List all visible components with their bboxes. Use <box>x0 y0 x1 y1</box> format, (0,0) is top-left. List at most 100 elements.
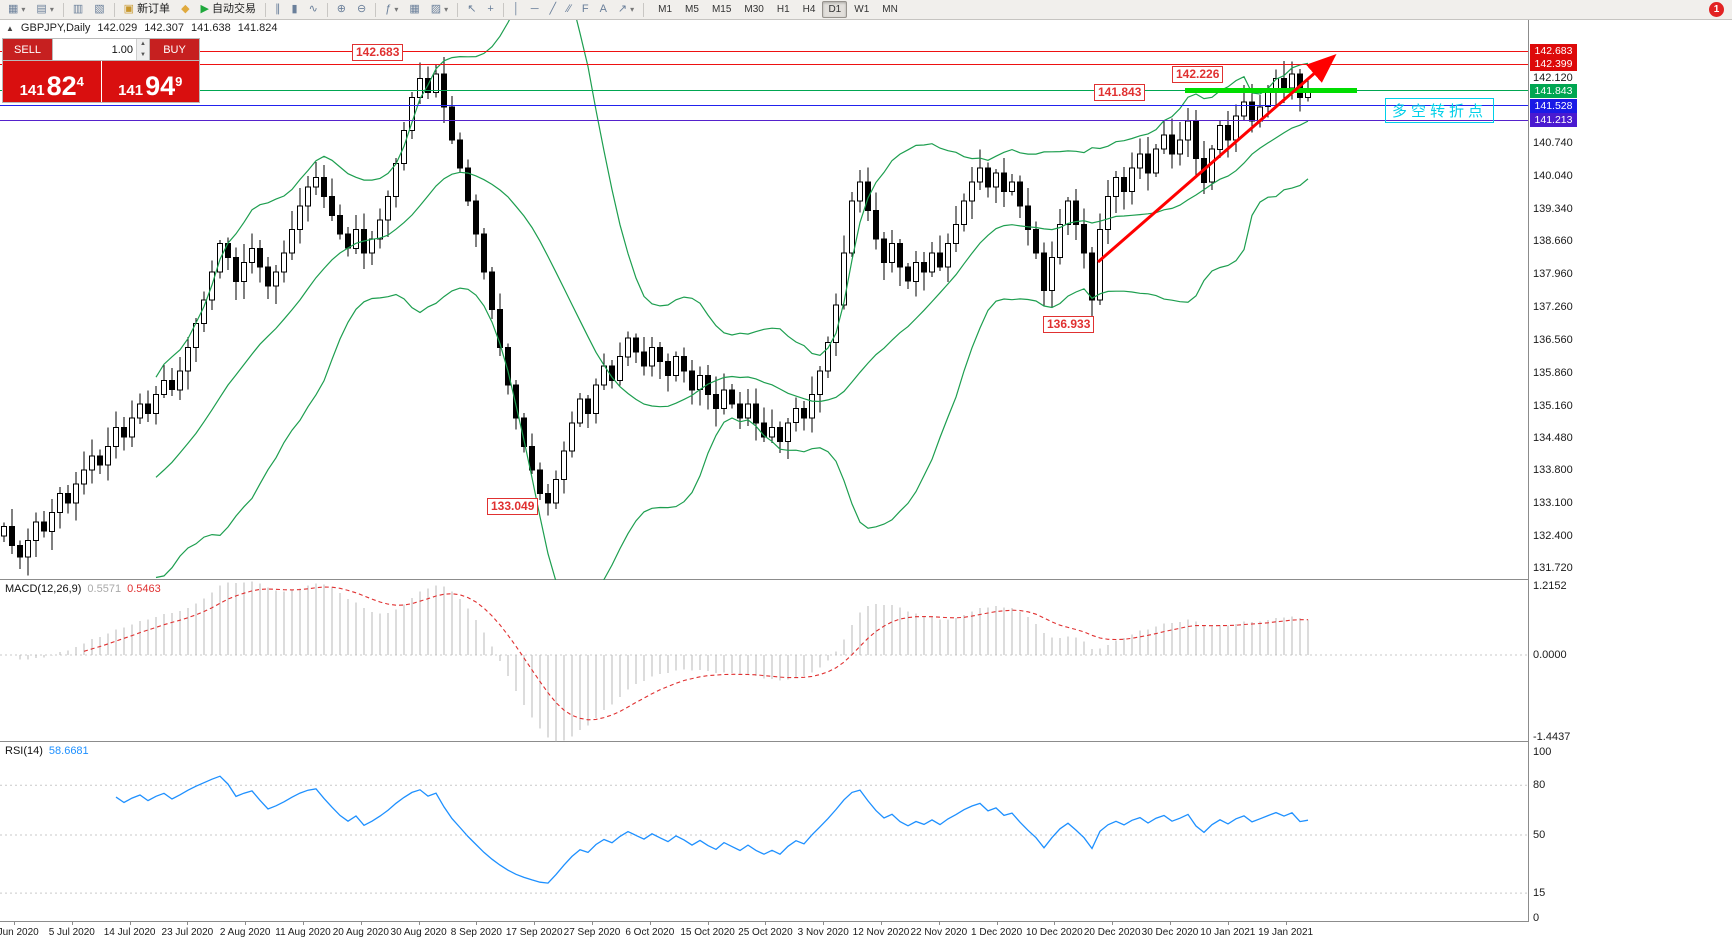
metaeditor-button[interactable]: ◆ <box>176 1 194 18</box>
buy-button[interactable]: BUY <box>150 39 199 60</box>
date-tick <box>592 922 593 925</box>
horizontal-level-line[interactable] <box>0 63 1528 65</box>
date-axis-label: 2 Aug 2020 <box>219 927 271 938</box>
autotrading-button[interactable]: ▶ 自动交易 <box>196 1 261 18</box>
date-axis[interactable]: 5 Jun 2020 5 Jul 2020 14 Jul 2020 23 Jul 20… <box>0 922 1580 942</box>
crosshair-button[interactable]: + <box>482 1 498 18</box>
new-chart-button[interactable]: ▦ ▾ <box>3 1 30 18</box>
macd-scale-label: -1.4437 <box>1533 731 1571 743</box>
timeframe-button-h1[interactable]: H1 <box>776 4 790 15</box>
date-tick <box>1285 922 1287 925</box>
candlestick-chart-button[interactable]: ▮ <box>287 1 303 18</box>
horizontal-level-line[interactable] <box>0 119 1528 121</box>
rsi-panel[interactable]: RSI(14) 58.6681 <box>0 742 1528 922</box>
bar-chart-icon: ∥ <box>275 3 281 15</box>
timeframe-button-w1[interactable]: W1 <box>854 4 870 15</box>
data-window-button[interactable]: ▧ <box>89 1 109 18</box>
volume-input[interactable]: 1.00 ▲ ▼ <box>52 39 150 60</box>
volume-increase-button[interactable]: ▲ <box>137 39 149 50</box>
date-axis-label: 10 Dec 2020 <box>1026 927 1083 938</box>
price-callout[interactable]: 142.683 <box>352 44 404 61</box>
thick-support-line[interactable] <box>1185 87 1357 93</box>
sell-button[interactable]: SELL <box>3 39 52 60</box>
rsi-scale-label: 100 <box>1533 746 1552 758</box>
indicators-button[interactable]: ƒ ▾ <box>380 1 403 18</box>
date-tick <box>938 922 940 925</box>
grid-button[interactable]: ▦ <box>404 1 424 18</box>
macd-signal-value: 0.5463 <box>127 583 161 595</box>
timeframe-toolbar: M1 M5 M15 M30 H1 H4 D1 W1 MN <box>652 1 904 18</box>
chevron-down-icon: ▾ <box>444 4 449 14</box>
timeframe-button-mn[interactable]: MN <box>882 4 898 15</box>
date-axis-label: 8 Sep 2020 <box>450 927 502 938</box>
zoom-in-icon: ⊕ <box>336 3 346 15</box>
sell-price-button[interactable]: 141 82 4 <box>3 61 101 102</box>
turning-point-note[interactable]: 多空转折点 <box>1385 98 1495 123</box>
macd-scale-label: 1.2152 <box>1533 580 1567 592</box>
price-axis[interactable]: 142.120 140.740 140.040 139.340 138.660 137.9… <box>1528 20 1732 924</box>
horizontal-line-icon: ─ <box>530 3 539 15</box>
date-axis-label: 11 Aug 2020 <box>275 927 331 938</box>
volume-decrease-button[interactable]: ▼ <box>137 49 149 60</box>
text-button[interactable]: A <box>595 1 612 18</box>
close-value: 141.824 <box>237 22 278 34</box>
autotrading-icon: ▶ <box>200 3 209 15</box>
timeframe-button-d1[interactable]: D1 <box>822 1 848 18</box>
new-order-button[interactable]: ▣ 新订单 <box>119 1 175 18</box>
symbol-period-label: GBPJPY,Daily <box>20 22 91 34</box>
price-callout[interactable]: 133.049 <box>487 498 539 515</box>
timeframe-button-h4[interactable]: H4 <box>802 4 816 15</box>
horizontal-line-button[interactable]: ─ <box>526 1 544 18</box>
price-axis-label: 135.860 <box>1533 366 1573 379</box>
price-callout[interactable]: 142.226 <box>1172 66 1224 83</box>
price-axis-label: 133.100 <box>1533 496 1573 509</box>
date-tick <box>996 922 998 925</box>
timeframe-button-m30[interactable]: M30 <box>744 4 764 15</box>
volume-value[interactable]: 1.00 <box>111 43 133 56</box>
timeframe-button-m15[interactable]: M15 <box>711 4 732 15</box>
notification-badge[interactable]: 1 <box>1709 2 1724 17</box>
macd-panel[interactable]: MACD(12,26,9) 0.5571 0.5463 <box>0 580 1528 742</box>
equidistant-channel-button[interactable]: ∕∕ <box>562 1 576 18</box>
bar-chart-button[interactable]: ∥ <box>270 1 286 18</box>
date-tick <box>245 922 247 925</box>
price-axis-badge: 141.528 <box>1530 98 1577 113</box>
trendline-button[interactable]: ╱ <box>545 1 562 18</box>
grid-icon: ▦ <box>409 3 420 15</box>
profiles-button[interactable]: ▤ ▾ <box>31 1 58 18</box>
horizontal-level-line[interactable] <box>0 50 1528 52</box>
one-click-toggle-icon[interactable]: ▲ <box>6 23 14 33</box>
low-value: 141.638 <box>190 22 231 34</box>
date-axis-label: 27 Sep 2020 <box>563 927 621 938</box>
templates-button[interactable]: ▨ ▾ <box>426 1 453 18</box>
candlestick-plot[interactable] <box>0 20 1528 580</box>
market-watch-button[interactable]: ▥ <box>68 1 88 18</box>
price-callout[interactable]: 136.933 <box>1043 316 1095 333</box>
horizontal-level-line[interactable] <box>0 105 1528 106</box>
price-axis-label: 140.040 <box>1533 169 1573 182</box>
zoom-out-button[interactable]: ⊖ <box>352 1 371 18</box>
chart-ohlc-header: ▲ GBPJPY,Daily 142.029 142.307 141.638 1… <box>6 22 277 34</box>
fibonacci-icon: F <box>581 3 589 15</box>
timeframe-button-m5[interactable]: M5 <box>685 4 699 15</box>
metaeditor-icon: ◆ <box>181 3 190 15</box>
vertical-line-button[interactable]: │ <box>508 1 525 18</box>
line-chart-button[interactable]: ∿ <box>304 1 323 18</box>
fibonacci-button[interactable]: F <box>577 1 594 18</box>
cursor-button[interactable]: ↖ <box>462 1 481 18</box>
main-chart-panel[interactable]: 多空转折点 142.683 142.226 141.843 136.933 133.049… <box>0 20 1528 580</box>
zoom-in-button[interactable]: ⊕ <box>332 1 351 18</box>
buy-price-button[interactable]: 141 94 9 <box>101 61 199 102</box>
buy-price-pips: 94 <box>145 71 176 102</box>
timeframe-button-m1[interactable]: M1 <box>658 4 673 15</box>
rsi-scale-label: 15 <box>1533 887 1546 900</box>
toolbar: ▦ ▾ ▤ ▾ ▥ ▧ ▣ 新订单 ◆ ▶ 自动交易 ∥ ▮ ∿ ⊕ ⊖ ƒ ▾ ▦ ▨ ▾ ↖ + │ ─ ╱ ∕∕ F A ↗ ▾ M1 M… <box>0 0 1732 20</box>
date-tick <box>649 922 651 925</box>
date-tick <box>534 922 536 925</box>
horizontal-level-line[interactable] <box>0 90 1528 92</box>
price-callout[interactable]: 141.843 <box>1094 84 1146 101</box>
arrow-tools-button[interactable]: ↗ ▾ <box>613 1 639 18</box>
sell-price-big: 141 <box>19 82 45 99</box>
price-axis-label: 137.260 <box>1533 300 1573 313</box>
date-tick <box>360 922 362 925</box>
